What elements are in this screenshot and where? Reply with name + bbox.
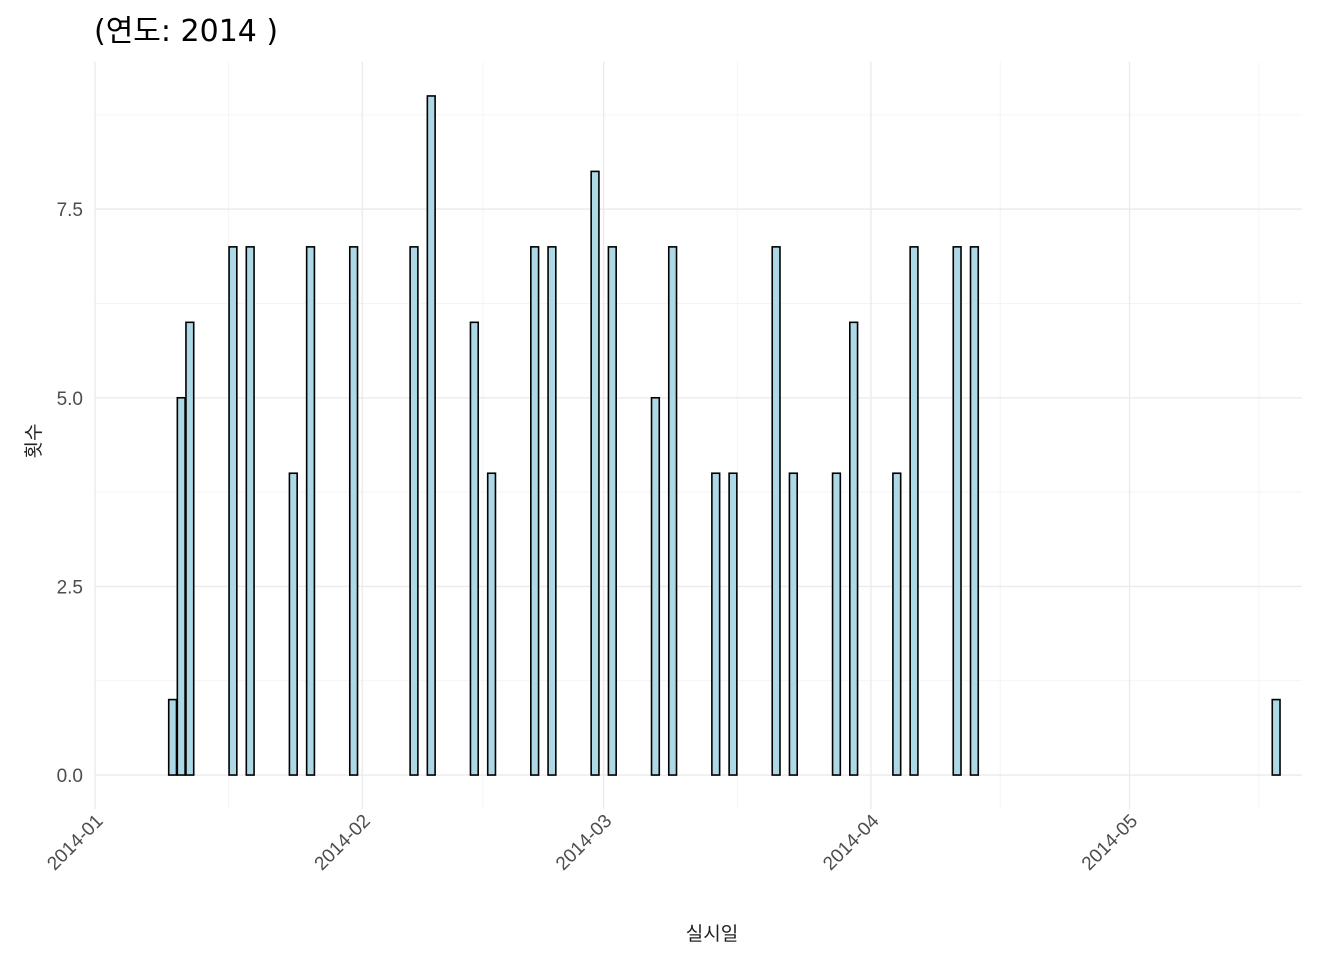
bar [590,170,600,776]
y-tick-label: 7.5 [57,200,83,221]
y-tick-labels: 0.0 2.5 5.0 7.5 [57,200,83,787]
minor-gridlines [95,62,1302,809]
x-tick-label: 2014-04 [819,810,883,874]
bar [176,396,186,776]
x-tick-label: 2014-05 [1078,811,1142,875]
bar [831,472,842,776]
bar [607,246,617,776]
bar [469,321,480,776]
bar [348,246,359,776]
y-tick-label: 2.5 [57,577,83,598]
x-tick-label: 2014-03 [552,811,616,875]
bar [711,472,721,776]
bar [245,246,255,776]
x-tick-label: 2014-02 [311,811,375,875]
bar [849,321,859,776]
bar [530,246,540,776]
bar [650,396,661,776]
bar [667,246,678,776]
y-tick-label: 5.0 [57,389,83,410]
bar [1271,698,1281,776]
bar [547,246,557,776]
bar [288,472,298,776]
bar [788,472,799,776]
bar [167,698,178,776]
y-tick-label: 0.0 [57,766,83,787]
bar [228,246,238,776]
bar [305,246,316,776]
x-tick-label: 2014-01 [43,811,107,875]
x-tick-labels: 2014-01 2014-02 2014-03 2014-04 2014-05 [43,810,1142,874]
major-gridlines [94,62,1302,809]
x-axis-title: 실시일 [686,923,738,945]
bar [909,246,919,776]
bar [771,246,781,776]
bar [728,472,738,776]
bar [969,246,980,776]
bar [426,95,436,776]
bar [486,472,497,776]
bar [185,321,195,776]
bar [892,472,902,776]
y-axis-title: 횟수 [23,424,45,459]
bars [167,95,1281,776]
bar [409,246,419,776]
bar [952,246,962,776]
chart-title: (연도: 2014 ) [94,14,278,49]
